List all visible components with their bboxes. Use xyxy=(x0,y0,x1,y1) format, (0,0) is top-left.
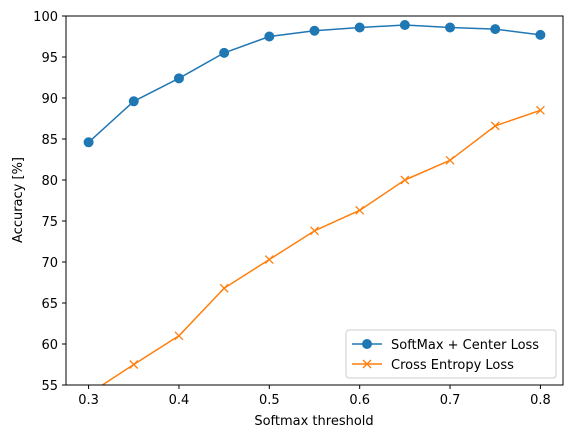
x-tick-label: 0.4 xyxy=(169,393,190,408)
plot-frame xyxy=(65,15,564,386)
x-tick-label: 0.8 xyxy=(530,393,551,408)
y-tick-label: 70 xyxy=(41,256,58,271)
y-axis-title: Accuracy [%] xyxy=(11,157,26,243)
data-point-x xyxy=(219,283,229,293)
legend-swatch-circle-marker xyxy=(362,339,372,349)
data-point-x xyxy=(174,331,184,341)
data-point-circle xyxy=(490,24,501,35)
y-tick-label: 95 xyxy=(41,51,58,66)
x-tick-label: 0.5 xyxy=(259,393,280,408)
data-point-x xyxy=(535,105,545,115)
y-tick-label: 55 xyxy=(41,379,58,394)
data-point-circle xyxy=(128,96,139,107)
series-line-1 xyxy=(88,24,541,143)
legend-box xyxy=(345,329,557,379)
y-tick-label: 80 xyxy=(41,174,58,189)
data-point-circle xyxy=(445,22,456,33)
series-layer xyxy=(83,20,546,385)
data-point-x xyxy=(264,255,274,264)
x-axis-ticks: 0.3 0.4 0.5 0.6 0.7 0.8 xyxy=(78,385,551,408)
y-tick-label: 90 xyxy=(41,92,58,107)
data-point-circle xyxy=(173,73,184,84)
data-point-circle xyxy=(399,20,410,31)
y-tick-label: 65 xyxy=(41,297,58,312)
y-tick-label: 60 xyxy=(41,338,58,353)
data-point-x xyxy=(490,121,500,131)
data-point-circle xyxy=(83,137,94,148)
x-tick-label: 0.3 xyxy=(78,393,99,408)
data-point-x xyxy=(310,226,319,236)
data-point-x xyxy=(445,155,455,165)
data-point-x xyxy=(129,360,139,369)
legend-swatch-x-marker xyxy=(362,359,372,369)
legend-label: Cross Entropy Loss xyxy=(391,358,514,373)
legend-item-series-1: SoftMax + Center Loss xyxy=(352,338,539,353)
data-point-circle xyxy=(264,31,275,42)
data-point-circle xyxy=(354,22,365,33)
y-tick-label: 85 xyxy=(41,133,58,148)
legend-label: SoftMax + Center Loss xyxy=(391,338,539,353)
data-point-circle xyxy=(535,29,546,40)
x-tick-label: 0.6 xyxy=(349,393,370,408)
y-tick-label: 100 xyxy=(33,10,58,25)
y-axis-ticks: 55 60 65 70 75 80 85 90 95 100 xyxy=(33,10,66,394)
x-tick-label: 0.7 xyxy=(440,393,461,408)
legend-item-series-2: Cross Entropy Loss xyxy=(352,358,514,373)
data-point-x xyxy=(400,175,410,185)
y-tick-label: 75 xyxy=(41,215,58,230)
data-point-circle xyxy=(309,25,320,36)
data-point-circle xyxy=(219,47,230,58)
legend: SoftMax + Center Loss Cross Entropy Loss xyxy=(345,329,557,379)
data-point-x xyxy=(355,205,365,215)
x-axis-title: Softmax threshold xyxy=(254,414,373,429)
